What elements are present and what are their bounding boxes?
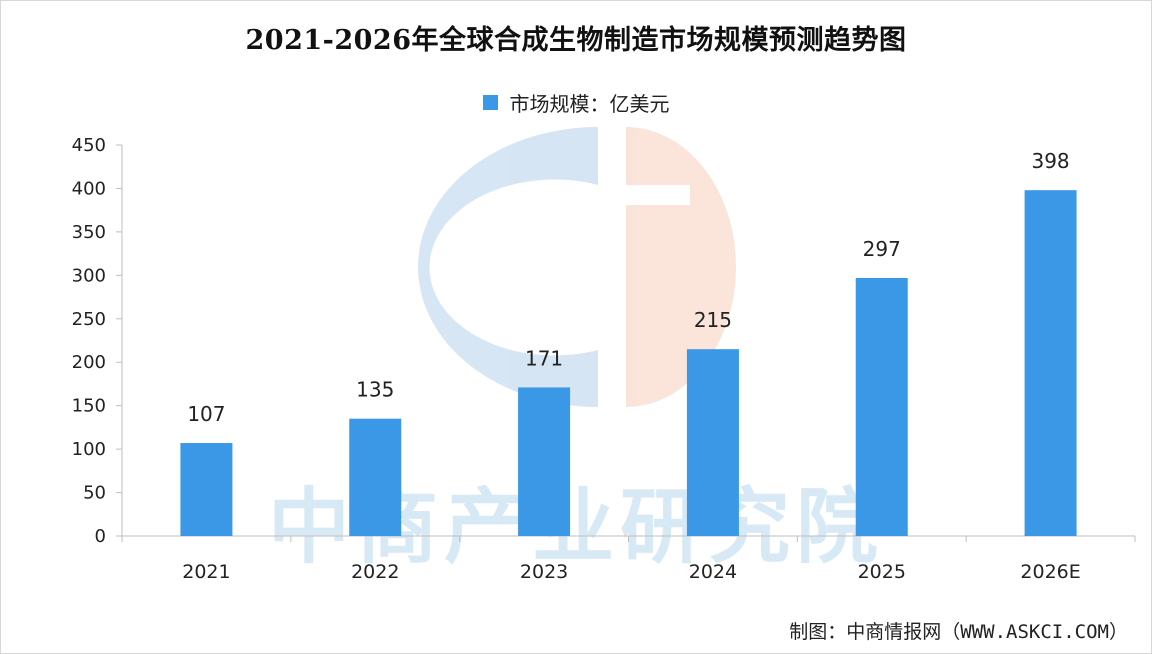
- y-tick-label: 250: [72, 309, 106, 330]
- x-tick-label-2025: 2025: [858, 561, 906, 583]
- x-tick-label-2021: 2021: [182, 561, 230, 583]
- y-tick-label: 300: [72, 265, 106, 286]
- bar-2022: [349, 418, 402, 536]
- y-tick-label: 150: [72, 396, 106, 417]
- data-label-2021: 107: [187, 402, 225, 426]
- axes: 0 50 100 150 200 250 300 350 400 450: [72, 135, 1136, 547]
- legend-label: 市场规模：亿美元: [509, 92, 670, 116]
- bar-2025: [855, 277, 908, 536]
- data-label-2025: 297: [863, 237, 901, 261]
- x-tick-label-2026E: 2026E: [1020, 561, 1080, 583]
- y-tick-label: 0: [95, 526, 106, 547]
- data-label-2026E: 398: [1031, 149, 1069, 173]
- y-tick-label: 450: [72, 135, 106, 156]
- source-credit: 制图：中商情报网（WWW.ASKCI.COM）: [789, 621, 1128, 643]
- bar-2021: [180, 443, 233, 536]
- x-tick-label-2024: 2024: [689, 561, 737, 583]
- chart-title: 2021-2026年全球合成生物制造市场规模预测趋势图: [245, 25, 907, 56]
- data-label-2023: 171: [525, 346, 563, 370]
- bars: 107 2021 135 2022 171 2023 215 2024 297 2025 398 20…: [180, 149, 1081, 583]
- y-tick-label: 200: [72, 352, 106, 373]
- y-tick-label: 100: [72, 439, 106, 460]
- y-tick-label: 50: [83, 483, 106, 504]
- legend: 市场规模：亿美元: [0, 88, 1152, 117]
- bar-2026E: [1024, 190, 1077, 536]
- bar-2024: [686, 349, 739, 536]
- y-tick-label: 350: [72, 222, 106, 243]
- data-label-2024: 215: [694, 308, 732, 332]
- bar-2023: [518, 387, 571, 536]
- y-tick-label: 400: [72, 178, 106, 199]
- data-label-2022: 135: [356, 378, 394, 402]
- x-tick-label-2022: 2022: [351, 561, 399, 583]
- watermark-logo: [418, 127, 736, 407]
- legend-swatch: [482, 95, 498, 110]
- x-tick-label-2023: 2023: [520, 561, 568, 583]
